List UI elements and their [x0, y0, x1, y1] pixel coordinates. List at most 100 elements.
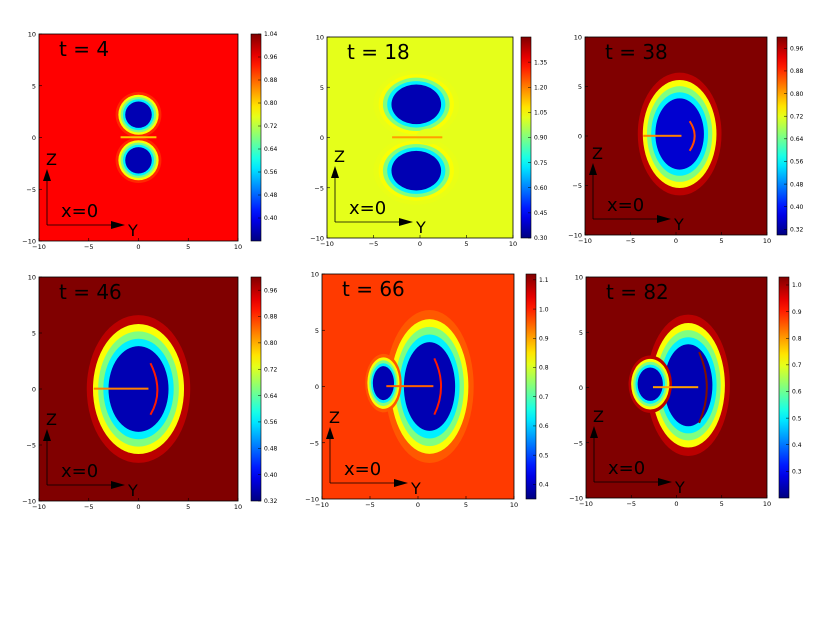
- colorbar-tick-label: 0.8: [792, 335, 802, 342]
- y-arrow-head: [399, 218, 413, 226]
- y-arrow-head: [658, 478, 672, 486]
- colorbar-gradient: [250, 33, 262, 242]
- colorbar-gradient: [776, 36, 788, 236]
- y-axis-label: Y: [673, 215, 684, 234]
- y-tick-label: 0: [32, 386, 36, 394]
- shock-front: [698, 351, 708, 424]
- colorbar-tick-label: 0.5: [792, 415, 802, 422]
- current-sheet: [652, 386, 699, 389]
- y-tick-label: 0: [315, 383, 319, 391]
- upper-bubble: [373, 70, 460, 139]
- x-tick-label: −5: [369, 240, 379, 248]
- colorbar-tick-label: 1.0: [792, 282, 802, 289]
- colorbar-tick-label: 0.4: [792, 442, 802, 449]
- z-arrow-head: [326, 427, 334, 439]
- z-axis-label: Z: [46, 410, 57, 429]
- panel-1: −10 −5 0 5 10 10 5 0 −5 −10 t = 4 Z Yx=0 1.04 0.96 0.88…: [22, 31, 277, 252]
- colorbar: 1.04 0.96 0.88 0.80 0.72 0.64 0.56 0.48 0.40: [250, 31, 278, 242]
- x-tick-label: 10: [234, 503, 242, 511]
- lower-bubble: [115, 137, 162, 184]
- slice-label: x=0: [607, 195, 644, 216]
- colorbar-tick-label: 0.75: [534, 160, 548, 167]
- y-arrow-head: [111, 221, 125, 229]
- colorbar-tick-label: 0.45: [534, 210, 548, 217]
- colorbar-tick-label: 0.90: [534, 135, 548, 142]
- x-tick-label: −5: [626, 500, 636, 508]
- colorbar-tick-label: 0.32: [790, 227, 804, 234]
- colorbar: 0.96 0.88 0.80 0.72 0.64 0.56 0.48 0.40 0.32: [250, 276, 278, 505]
- heatmap-area: [39, 34, 238, 241]
- z-arrow-head: [43, 429, 51, 441]
- current-sheet: [120, 136, 157, 139]
- colorbar: 1.0 0.9 0.8 0.7 0.6 0.5 0.4 0.3: [778, 276, 802, 499]
- current-sheet: [392, 136, 443, 139]
- colorbar-tick-label: 0.9: [792, 309, 802, 316]
- y-tick-label: 0: [320, 134, 324, 142]
- y-tick-label: −10: [569, 495, 583, 503]
- colorbar-tick-label: 0.6: [539, 423, 549, 430]
- y-arrow-head: [111, 481, 125, 489]
- slice-label: x=0: [608, 458, 645, 479]
- x-tick-label: 0: [416, 501, 420, 509]
- y-tick-label: −10: [305, 496, 319, 504]
- y-arrow-head: [394, 479, 408, 487]
- y-tick-label: −10: [22, 498, 36, 506]
- colorbar: 1.1 1.0 0.9 0.8 0.7 0.6 0.5 0.4: [525, 273, 549, 500]
- colorbar-tick-label: 0.72: [264, 366, 278, 373]
- colorbar-tick-label: 0.4: [539, 482, 549, 489]
- colorbar-tick-label: 0.56: [264, 419, 278, 426]
- colorbar-tick-label: 0.5: [539, 452, 549, 459]
- expanding-shell: [646, 314, 730, 457]
- colorbar-tick-label: 0.9: [539, 335, 549, 342]
- x-tick-label: 10: [763, 237, 771, 245]
- colorbar-tick-label: 0.72: [264, 123, 278, 130]
- panel-2: −10 −5 0 5 10 10 5 0 −5 −10 t = 18 Z Yx=0 1.35 1.20 1.0…: [310, 34, 547, 249]
- slice-label: x=0: [61, 201, 98, 222]
- x-tick-label: −10: [32, 503, 46, 511]
- panel-6: −10 −5 0 5 10 10 5 0 −5 −10 t = 82 Z Yx=0 1.0 0.9 0.8 0.…: [569, 274, 801, 509]
- z-axis-label: Z: [593, 407, 604, 426]
- x-tick-label: 0: [136, 243, 140, 251]
- colorbar-tick-label: 0.8: [539, 365, 549, 372]
- x-tick-label: −10: [578, 237, 592, 245]
- colorbar-tick-label: 0.80: [264, 340, 278, 347]
- y-tick-label: −5: [26, 442, 36, 450]
- x-tick-label: 0: [674, 500, 678, 508]
- slice-label: x=0: [61, 461, 98, 482]
- colorbar-tick-label: 0.7: [539, 394, 549, 401]
- panel-5: −10 −5 0 5 10 10 5 0 −5 −10 t = 66 Z Yx=0 1.1 1.0 0.9 0.…: [305, 271, 548, 510]
- colorbar-tick-label: 1.0: [539, 306, 549, 313]
- x-tick-label: 5: [464, 240, 468, 248]
- heatmap-area: [585, 37, 767, 235]
- time-label: t = 82: [606, 280, 669, 304]
- z-arrow-head: [43, 169, 51, 181]
- colorbar-tick-label: 0.80: [790, 91, 804, 98]
- heatmap-area: [39, 277, 238, 501]
- colorbar-tick-label: 0.72: [790, 113, 804, 120]
- y-tick-label: 5: [315, 327, 319, 335]
- shock-front: [688, 120, 696, 152]
- colorbar-tick-label: 0.88: [264, 77, 278, 84]
- x-tick-label: 0: [418, 240, 422, 248]
- colorbar-tick-label: 0.7: [792, 362, 802, 369]
- y-tick-label: 5: [32, 82, 36, 90]
- z-arrow-head: [589, 163, 597, 175]
- colorbar-tick-label: 0.64: [264, 393, 278, 400]
- colorbar-tick-label: 0.64: [264, 146, 278, 153]
- colorbar-tick-label: 0.48: [264, 192, 278, 199]
- current-sheet: [93, 387, 149, 390]
- current-sheet: [386, 385, 434, 388]
- shock-front: [149, 362, 159, 416]
- z-axis-label: Z: [592, 144, 603, 163]
- x-tick-label: −10: [32, 243, 46, 251]
- time-label: t = 18: [347, 40, 410, 64]
- colorbar-tick-label: 0.96: [264, 287, 278, 294]
- time-label: t = 46: [59, 280, 122, 304]
- colorbar-tick-label: 0.88: [790, 68, 804, 75]
- time-label: t = 4: [59, 37, 109, 61]
- colorbar-tick-label: 0.96: [264, 54, 278, 61]
- x-tick-label: 10: [510, 501, 518, 509]
- colorbar-tick-label: 1.04: [264, 31, 278, 38]
- colorbar-tick-label: 0.48: [790, 181, 804, 188]
